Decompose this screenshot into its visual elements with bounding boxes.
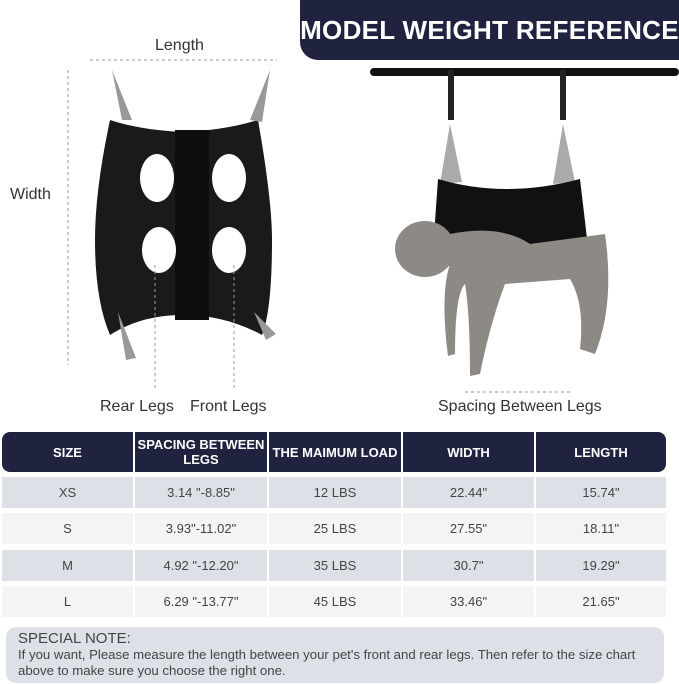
- front-legs-label: Front Legs: [190, 398, 267, 415]
- rear-legs-label: Rear Legs: [100, 398, 174, 415]
- cell-length: 18.11": [536, 513, 666, 544]
- rear-leg-hole: [212, 227, 246, 273]
- table-row: XS 3.14 "-8.85" 12 LBS 22.44" 15.74": [2, 477, 666, 508]
- cat-body: [444, 230, 609, 376]
- table-header-row: SIZE SPACING BETWEEN LEGS THE MAIMUM LOA…: [2, 432, 666, 472]
- cell-width: 22.44": [403, 477, 534, 508]
- hanging-rod: [370, 68, 679, 76]
- special-note-box: SPECIAL NOTE: If you want, Please measur…: [6, 627, 664, 683]
- table-row: S 3.93"-11.02" 25 LBS 27.55" 18.11": [2, 513, 666, 544]
- cell-load: 45 LBS: [269, 586, 401, 617]
- header-spacing: SPACING BETWEEN LEGS: [135, 432, 267, 472]
- cell-size: S: [2, 513, 133, 544]
- cell-width: 33.46": [403, 586, 534, 617]
- cell-length: 19.29": [536, 550, 666, 581]
- cell-spacing: 4.92 "-12.20": [135, 550, 267, 581]
- strap: [118, 312, 136, 360]
- cell-size: XS: [2, 477, 133, 508]
- cell-length: 21.65": [536, 586, 666, 617]
- header-length: LENGTH: [536, 432, 666, 472]
- spacing-between-legs-label: Spacing Between Legs: [438, 398, 602, 415]
- front-leg-hole: [140, 154, 174, 202]
- cell-size: M: [2, 550, 133, 581]
- note-text: If you want, Please measure the length b…: [18, 647, 636, 678]
- cell-length: 15.74": [536, 477, 666, 508]
- table-row: M 4.92 "-12.20" 35 LBS 30.7" 19.29": [2, 550, 666, 581]
- rear-leg-hole: [142, 227, 176, 273]
- header-width: WIDTH: [403, 432, 534, 472]
- header-load: THE MAIMUM LOAD: [269, 432, 401, 472]
- front-leg-hole: [212, 154, 246, 202]
- table-row: L 6.29 "-13.77" 45 LBS 33.46" 21.65": [2, 586, 666, 617]
- cell-load: 25 LBS: [269, 513, 401, 544]
- strap: [250, 70, 270, 122]
- cell-spacing: 3.14 "-8.85": [135, 477, 267, 508]
- length-label: Length: [155, 37, 204, 54]
- cell-size: L: [2, 586, 133, 617]
- cell-spacing: 3.93"-11.02": [135, 513, 267, 544]
- hammock-illustration: [67, 59, 277, 388]
- cell-load: 12 LBS: [269, 477, 401, 508]
- cat-in-hammock-photo: [370, 68, 679, 393]
- strap: [254, 312, 276, 340]
- header-size: SIZE: [2, 432, 133, 472]
- note-title: SPECIAL NOTE:: [18, 630, 131, 647]
- cell-width: 30.7": [403, 550, 534, 581]
- strap: [112, 70, 132, 120]
- cat-head: [395, 221, 455, 277]
- cell-load: 35 LBS: [269, 550, 401, 581]
- banner-title: MODEL WEIGHT REFERENCE: [300, 0, 679, 60]
- cell-spacing: 6.29 "-13.77": [135, 586, 267, 617]
- cell-width: 27.55": [403, 513, 534, 544]
- width-label: Width: [10, 186, 51, 203]
